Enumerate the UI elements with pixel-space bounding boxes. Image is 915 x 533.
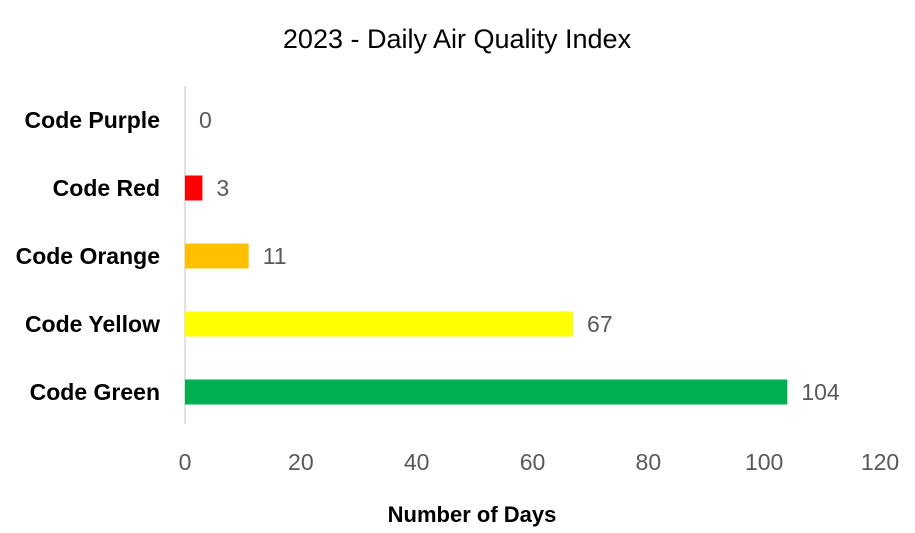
data-label-code-red: 3 xyxy=(216,175,229,201)
plot-area: Code Purple 0 Code Red 3 Code Orange 11 Code Y… xyxy=(16,86,899,475)
x-tick-label-100: 100 xyxy=(745,449,783,475)
bar-code-green xyxy=(185,379,788,405)
category-label-code-red: Code Red xyxy=(53,175,160,201)
x-axis-title: Number of Days xyxy=(388,502,557,527)
x-tick-label-80: 80 xyxy=(636,449,662,475)
bar-code-orange xyxy=(185,243,249,269)
category-label-code-green: Code Green xyxy=(30,379,160,405)
x-tick-label-0: 0 xyxy=(179,449,192,475)
data-label-code-yellow: 67 xyxy=(587,311,613,337)
bar-code-yellow xyxy=(185,311,574,337)
x-tick-label-60: 60 xyxy=(520,449,546,475)
category-label-code-orange: Code Orange xyxy=(16,243,160,269)
x-tick-label-20: 20 xyxy=(288,449,314,475)
x-tick-label-120: 120 xyxy=(861,449,899,475)
x-tick-label-40: 40 xyxy=(404,449,430,475)
data-label-code-orange: 11 xyxy=(263,243,287,269)
bar-code-red xyxy=(185,175,203,201)
data-label-code-green: 104 xyxy=(801,379,840,405)
chart-title: 2023 - Daily Air Quality Index xyxy=(283,24,632,54)
category-label-code-purple: Code Purple xyxy=(25,107,160,133)
data-label-code-purple: 0 xyxy=(199,107,212,133)
category-label-code-yellow: Code Yellow xyxy=(25,311,160,337)
